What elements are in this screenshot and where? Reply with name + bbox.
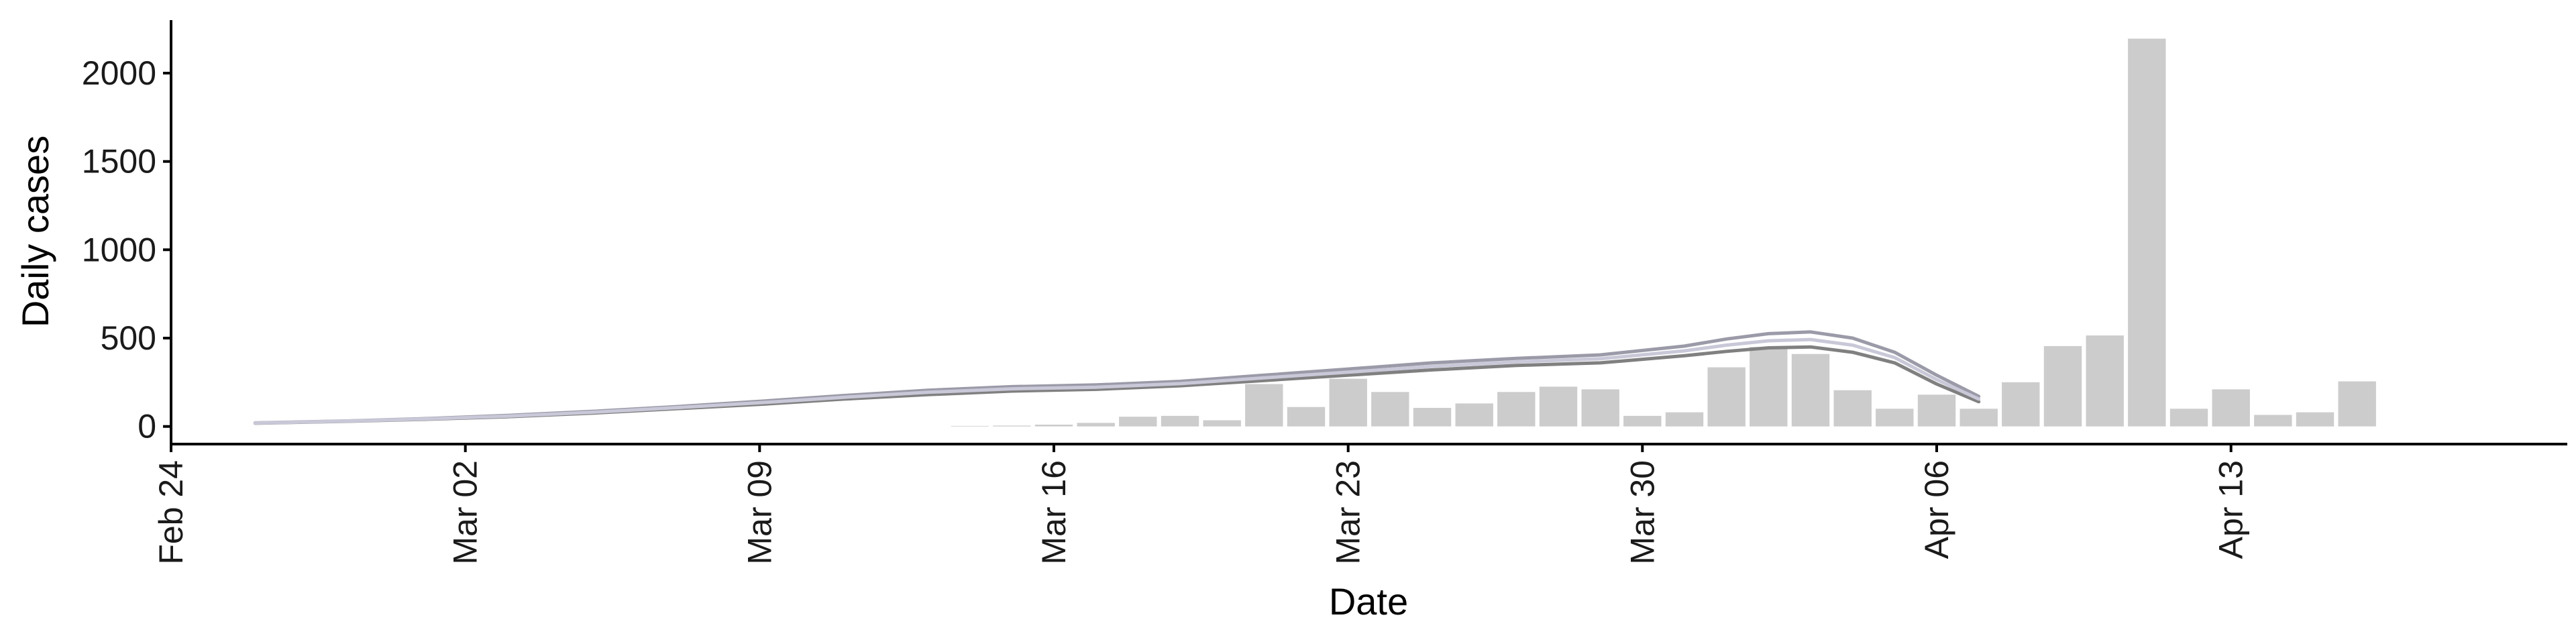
bar — [993, 425, 1031, 427]
x-tick-label: Mar 09 — [741, 460, 778, 565]
bar — [1833, 390, 1872, 427]
bar — [1539, 386, 1578, 427]
bar — [1287, 407, 1326, 427]
bar — [1245, 384, 1283, 427]
x-axis-title: Date — [1329, 580, 1408, 623]
bar — [1371, 392, 1409, 427]
bar — [1119, 417, 1157, 427]
bar — [2212, 389, 2250, 427]
x-tick-label: Mar 30 — [1623, 460, 1661, 565]
x-tick-label: Apr 13 — [2212, 460, 2250, 559]
x-tick-label: Feb 24 — [152, 460, 190, 565]
bar — [1665, 412, 1704, 427]
bar — [1960, 409, 1998, 427]
bar — [2338, 381, 2376, 427]
y-tick-label: 1000 — [82, 231, 156, 268]
bar — [1203, 420, 1241, 427]
bar — [2296, 412, 2334, 427]
series-line — [253, 337, 1981, 425]
bar — [1413, 408, 1452, 427]
x-axis-ticks: Feb 24 Mar 02 Mar 09 Mar 16 Mar 23 Mar 30 Apr … — [152, 444, 2250, 565]
bar — [2128, 38, 2166, 427]
x-tick-label: Apr 06 — [1918, 460, 1955, 559]
bar — [1034, 425, 1073, 427]
bar — [2086, 335, 2124, 427]
y-tick-label: 2000 — [82, 54, 156, 92]
bar — [1876, 409, 1914, 427]
bar — [1791, 354, 1830, 427]
bar — [1917, 394, 1956, 427]
x-tick-label: Mar 23 — [1330, 460, 1367, 565]
bar — [2254, 415, 2292, 427]
bar — [1161, 415, 1199, 427]
lines-layer — [253, 330, 1981, 425]
y-axis-ticks: 0 500 1000 1500 2000 — [82, 54, 171, 445]
y-tick-label: 500 — [101, 319, 156, 357]
bar — [1329, 378, 1367, 427]
bar — [2169, 409, 2208, 427]
bar — [1077, 423, 1115, 427]
bar — [2043, 345, 2082, 427]
y-tick-label: 1500 — [82, 143, 156, 180]
x-tick-label: Mar 02 — [447, 460, 484, 565]
y-tick-label: 0 — [138, 408, 156, 445]
bar — [1750, 347, 1788, 427]
bar — [1581, 389, 1619, 427]
x-tick-label: Mar 16 — [1035, 460, 1073, 565]
bar — [1455, 403, 1493, 427]
bar — [1497, 392, 1536, 427]
bar — [1707, 367, 1746, 427]
bar — [2002, 382, 2040, 427]
bar — [1623, 415, 1662, 427]
y-axis-title: Daily cases — [14, 136, 56, 327]
bar — [951, 425, 989, 427]
bars-layer — [951, 38, 2376, 427]
